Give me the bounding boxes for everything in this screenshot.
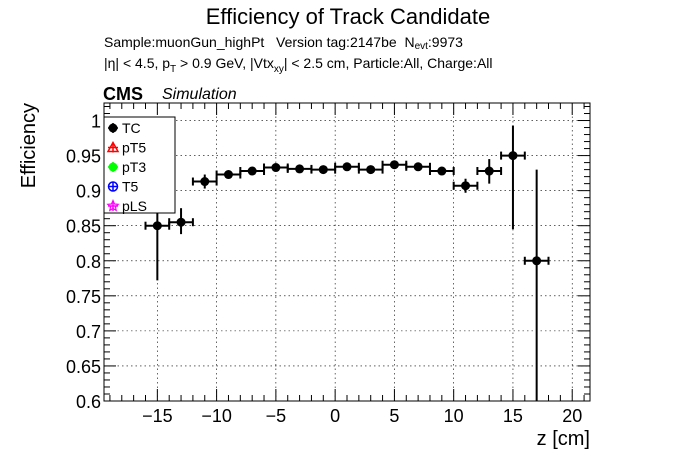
- marker-dot: [152, 221, 162, 231]
- nevt-subscript: evt: [414, 40, 428, 52]
- data-point: [500, 125, 526, 230]
- info-line-1: Sample:muonGun_highPt Version tag:2147be…: [104, 34, 463, 54]
- marker-dot: [461, 181, 471, 191]
- vtx-cut: | < 2.5 cm, Particle:All, Charge:All: [283, 55, 493, 71]
- legend-marker: [106, 140, 120, 153]
- legend-label: pT5: [122, 140, 146, 156]
- marker-dot: [413, 162, 423, 172]
- x-tick-label: 10: [444, 406, 464, 426]
- data-point: [334, 162, 360, 172]
- marker-dot: [223, 170, 233, 180]
- marker-dot: [437, 166, 447, 176]
- data-point: [523, 169, 550, 401]
- data-point: [428, 166, 455, 176]
- legend-label: T5: [122, 179, 139, 195]
- y-tick-label: 0.75: [66, 287, 101, 307]
- data-point: [452, 178, 479, 193]
- marker-dot: [318, 165, 328, 175]
- y-tick-label: 0.85: [66, 217, 101, 237]
- chart-title: Efficiency of Track Candidate: [205, 4, 491, 29]
- data-point: [476, 159, 503, 184]
- y-tick-label: 0.95: [66, 147, 101, 167]
- y-tick-label: 0.6: [76, 392, 101, 412]
- data-point: [215, 170, 242, 180]
- pt-subscript: T: [170, 63, 177, 75]
- nevt-label: N: [404, 34, 415, 50]
- x-tick-label: −5: [266, 406, 287, 426]
- y-tick-label: 0.8: [76, 252, 101, 272]
- legend-marker: [106, 198, 120, 212]
- plot-frame: [103, 102, 591, 402]
- marker-dot: [366, 165, 376, 175]
- marker-dot: [532, 256, 542, 266]
- data-point: [191, 174, 218, 189]
- x-tick-label: −10: [201, 406, 232, 426]
- simulation-label: Simulation: [162, 86, 237, 103]
- x-tick-label: 5: [389, 406, 399, 426]
- marker-dot: [247, 166, 257, 176]
- data-point: [239, 166, 266, 176]
- y-tick-label: 0.9: [76, 182, 101, 202]
- x-tick-label: 15: [503, 406, 523, 426]
- nevt-value: :9973: [427, 34, 463, 50]
- data-point: [286, 164, 313, 174]
- data-point: [405, 162, 431, 172]
- marker-dot: [176, 217, 186, 227]
- y-axis-label: Efficiency: [18, 103, 40, 188]
- version-label: Version tag:2147be: [276, 34, 397, 50]
- legend-marker: [108, 123, 118, 133]
- x-axis-label: z [cm]: [537, 428, 590, 450]
- x-tick-label: −15: [142, 406, 173, 426]
- marker-dot: [484, 166, 494, 176]
- x-tick-label: 0: [330, 406, 340, 426]
- legend-marker: [107, 181, 119, 192]
- legend-label: pT3: [122, 159, 146, 175]
- y-tick-label: 0.7: [76, 322, 101, 342]
- pt-cut: > 0.9 GeV, |Vtx: [176, 55, 274, 71]
- y-tick-label: 1: [91, 112, 101, 132]
- data-point: [263, 163, 289, 173]
- marker-dot: [271, 163, 281, 173]
- legend-label: TC: [122, 120, 141, 136]
- data-point: [168, 208, 194, 235]
- data-point: [381, 160, 408, 170]
- sample-label: Sample:muonGun_highPt: [104, 34, 265, 50]
- x-tick-label: 20: [562, 406, 582, 426]
- legend-label: pLS: [122, 198, 147, 214]
- eta-cut: |η| < 4.5, p: [104, 55, 171, 71]
- marker-dot: [508, 151, 518, 161]
- legend-marker: [108, 162, 118, 172]
- data-point: [357, 165, 384, 175]
- vtx-subscript: xy: [273, 63, 284, 75]
- data-point: [144, 213, 171, 281]
- info-line-2: |η| < 4.5, pT > 0.9 GeV, |Vtxxy| < 2.5 c…: [104, 55, 493, 75]
- marker-dot: [200, 177, 210, 187]
- marker-dot: [342, 162, 352, 172]
- data-point: [310, 165, 337, 175]
- cms-label: CMS: [103, 84, 143, 104]
- y-tick-label: 0.65: [66, 357, 101, 377]
- marker-dot: [295, 164, 305, 174]
- marker-dot: [389, 160, 399, 170]
